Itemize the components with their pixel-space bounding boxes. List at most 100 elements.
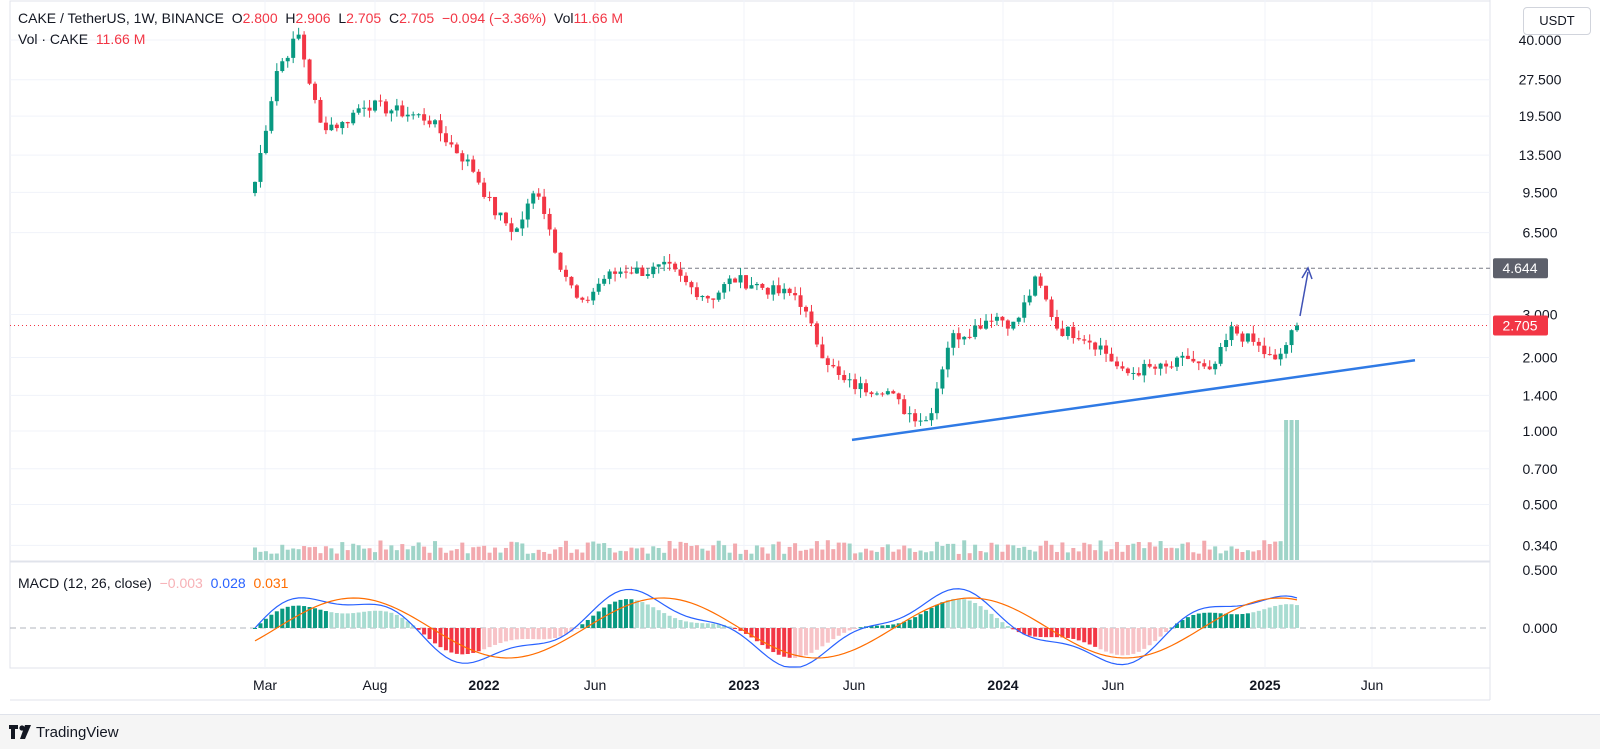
volume-bar: [940, 545, 945, 560]
volume-bar: [585, 542, 590, 560]
candle-body: [880, 393, 885, 395]
volume-bar: [373, 552, 378, 560]
candle-body: [585, 299, 590, 301]
macd-histogram-bar: [678, 620, 683, 628]
volume-bar: [563, 540, 568, 560]
vol-value: 11.66 M: [573, 10, 624, 26]
candle-body: [433, 120, 438, 125]
candle-body: [836, 366, 841, 375]
volume-bar: [602, 543, 607, 560]
macd-histogram-bar: [1131, 628, 1136, 654]
candle-body: [1262, 345, 1267, 355]
vol-series-value: 11.66 M: [95, 31, 146, 47]
candle-body: [356, 108, 361, 113]
tradingview-brand[interactable]: TradingView: [36, 724, 119, 741]
macd-histogram-bar: [1185, 617, 1190, 628]
candle-body: [738, 275, 743, 283]
candle-body: [602, 278, 607, 284]
y-tick-label: 40.000: [1519, 32, 1562, 48]
candle-body: [1295, 325, 1299, 331]
candle-body: [956, 333, 961, 340]
macd-histogram-bar: [367, 611, 372, 628]
projection-arrow: [1299, 271, 1309, 317]
macd-histogram-bar: [1169, 627, 1174, 629]
symbol-title: CAKE / TetherUS, 1W, BINANCE: [18, 10, 224, 26]
macd-histogram-bar: [962, 599, 967, 628]
y-tick-label: 2.000: [1522, 350, 1557, 366]
macd-histogram-bar: [738, 628, 743, 631]
candle-body: [858, 383, 863, 390]
macd-histogram-bar: [891, 624, 896, 628]
volume-bar: [383, 549, 388, 560]
macd-histogram-bar: [1098, 628, 1103, 650]
macd-histogram-bar: [1142, 628, 1147, 649]
macd-histogram-bar: [760, 628, 765, 646]
macd-line: [254, 588, 1298, 668]
candle-body: [514, 228, 519, 232]
volume-bar: [683, 542, 688, 560]
macd-histogram-bar: [945, 600, 950, 628]
macd-histogram-bar: [514, 628, 519, 640]
candle-body: [1109, 353, 1114, 362]
candle-body: [787, 288, 792, 294]
candle-body: [934, 388, 939, 414]
macd-histogram-bar: [307, 607, 312, 628]
candle-body: [1065, 326, 1070, 337]
candle-body: [716, 292, 721, 300]
macd-histogram-bar: [798, 628, 803, 658]
macd-histogram-bar: [1180, 619, 1185, 628]
macd-histogram-bar: [842, 628, 847, 633]
volume-bar: [596, 543, 601, 560]
volume-bar: [471, 547, 476, 560]
macd-histogram-bar: [558, 628, 563, 637]
candle-body: [1240, 333, 1245, 342]
macd-histogram-bar: [711, 623, 716, 628]
candle-body: [553, 229, 558, 253]
candle-body: [994, 316, 999, 321]
macd-histogram-bar: [476, 628, 481, 652]
close-label: C: [389, 10, 400, 26]
macd-histogram-bar: [389, 612, 394, 628]
candle-body: [345, 122, 350, 124]
macd-histogram-bar: [471, 628, 476, 653]
candle-body: [1273, 354, 1278, 360]
volume-bar: [1076, 551, 1081, 560]
candle-body: [1038, 276, 1043, 286]
candle-body: [678, 269, 683, 276]
macd-histogram-bar: [580, 624, 585, 628]
open-label: O: [231, 10, 243, 26]
price-chart[interactable]: 40.00027.50019.50013.5009.5006.5003.0002…: [0, 0, 1600, 715]
candle-body: [1289, 330, 1294, 346]
macd-histogram-bar: [673, 618, 678, 628]
candle-body: [1147, 363, 1152, 367]
candle-body: [798, 295, 803, 307]
macd-histogram-bar: [885, 625, 890, 628]
candle-body: [318, 99, 323, 123]
volume-bar: [700, 548, 705, 560]
macd-histogram-bar: [1038, 628, 1043, 638]
volume-bar: [891, 551, 896, 560]
candle-body: [705, 295, 710, 299]
macd-histogram-bar: [793, 628, 798, 658]
candle-body: [383, 101, 388, 114]
macd-histogram-bar: [804, 628, 809, 656]
volume-bar: [618, 550, 623, 560]
volume-bar: [1054, 551, 1059, 560]
candle-body: [274, 71, 279, 102]
volume-bar: [1278, 541, 1283, 560]
candle-body: [700, 295, 705, 298]
candle-body: [662, 261, 667, 265]
macd-histogram-bar: [1284, 604, 1289, 628]
macd-histogram-bar: [1202, 612, 1207, 628]
candle-body: [1185, 355, 1190, 359]
macd-histogram-bar: [1109, 628, 1114, 654]
candle-body: [1191, 358, 1196, 362]
currency-selector[interactable]: USDT: [1523, 7, 1591, 35]
candle-body: [820, 344, 825, 359]
macd-histogram-bar: [689, 622, 694, 628]
candle-body: [667, 261, 672, 264]
volume-bar: [798, 550, 803, 560]
candle-body: [1256, 341, 1261, 346]
candle-body: [269, 101, 274, 131]
volume-bar: [902, 545, 907, 560]
